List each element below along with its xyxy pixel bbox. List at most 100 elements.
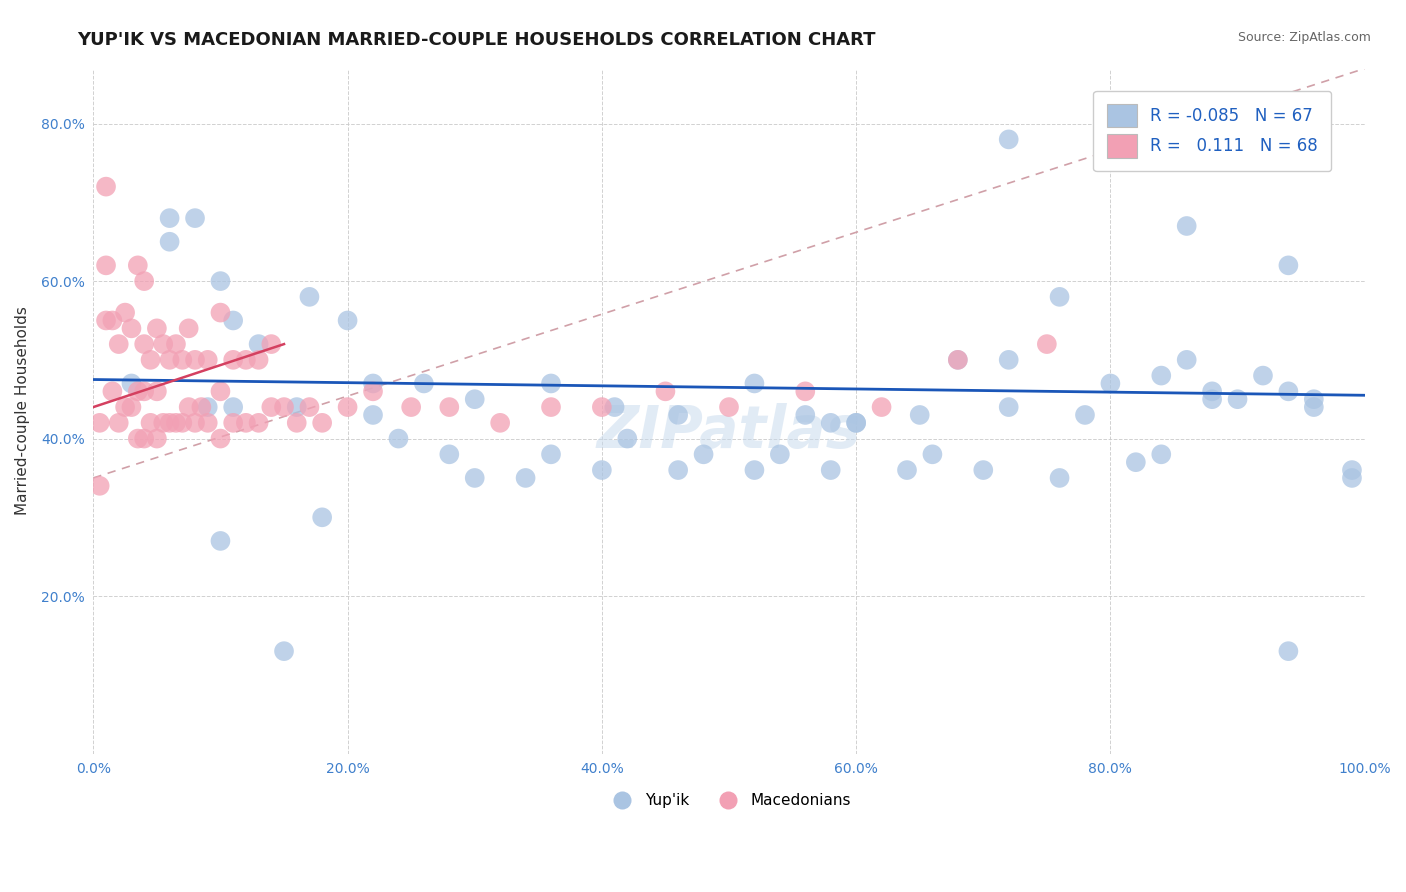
Point <box>222 313 245 327</box>
Point <box>361 408 384 422</box>
Point <box>184 211 207 226</box>
Point <box>717 400 740 414</box>
Point <box>114 400 136 414</box>
Point <box>744 376 766 391</box>
Point <box>134 432 156 446</box>
Point <box>540 447 562 461</box>
Point <box>1049 471 1071 485</box>
Point <box>94 313 117 327</box>
Point <box>159 235 181 249</box>
Point <box>1341 463 1364 477</box>
Point <box>464 471 486 485</box>
Point <box>946 352 969 367</box>
Point <box>222 400 245 414</box>
Point <box>209 533 232 548</box>
Point <box>235 352 257 367</box>
Point <box>298 290 321 304</box>
Point <box>159 416 181 430</box>
Point <box>107 337 129 351</box>
Point <box>197 400 219 414</box>
Point <box>591 400 613 414</box>
Point <box>997 400 1019 414</box>
Point <box>336 400 359 414</box>
Point <box>603 400 626 414</box>
Point <box>1099 376 1122 391</box>
Point <box>820 463 842 477</box>
Point <box>94 179 117 194</box>
Point <box>845 416 868 430</box>
Point <box>654 384 676 399</box>
Point <box>94 258 117 272</box>
Point <box>209 384 232 399</box>
Point <box>260 337 283 351</box>
Point <box>222 416 245 430</box>
Point <box>197 352 219 367</box>
Point <box>209 305 232 319</box>
Text: YUP'IK VS MACEDONIAN MARRIED-COUPLE HOUSEHOLDS CORRELATION CHART: YUP'IK VS MACEDONIAN MARRIED-COUPLE HOUS… <box>77 31 876 49</box>
Point <box>184 416 207 430</box>
Point <box>997 352 1019 367</box>
Point <box>159 352 181 367</box>
Point <box>152 337 174 351</box>
Text: Source: ZipAtlas.com: Source: ZipAtlas.com <box>1237 31 1371 45</box>
Point <box>127 384 149 399</box>
Point <box>1302 400 1324 414</box>
Point <box>1201 392 1223 407</box>
Point <box>247 337 270 351</box>
Point <box>260 400 283 414</box>
Point <box>165 337 187 351</box>
Point <box>209 274 232 288</box>
Point <box>692 447 714 461</box>
Point <box>146 321 169 335</box>
Point <box>120 321 142 335</box>
Point <box>361 376 384 391</box>
Point <box>616 432 638 446</box>
Point <box>515 471 537 485</box>
Point <box>1251 368 1274 383</box>
Point <box>285 400 308 414</box>
Point <box>172 416 194 430</box>
Point <box>540 400 562 414</box>
Point <box>1049 290 1071 304</box>
Point <box>134 337 156 351</box>
Point <box>540 376 562 391</box>
Point <box>1074 408 1097 422</box>
Point <box>184 352 207 367</box>
Point <box>921 447 943 461</box>
Point <box>134 274 156 288</box>
Point <box>972 463 994 477</box>
Point <box>908 408 931 422</box>
Point <box>177 321 200 335</box>
Point <box>591 463 613 477</box>
Point <box>439 400 461 414</box>
Point <box>107 416 129 430</box>
Point <box>134 384 156 399</box>
Legend: Yup'ik, Macedonians: Yup'ik, Macedonians <box>600 787 858 814</box>
Point <box>235 416 257 430</box>
Point <box>769 447 792 461</box>
Point <box>101 384 124 399</box>
Point <box>845 416 868 430</box>
Point <box>146 384 169 399</box>
Point <box>794 408 817 422</box>
Point <box>439 447 461 461</box>
Point <box>412 376 434 391</box>
Point <box>172 352 194 367</box>
Point <box>1036 337 1059 351</box>
Point <box>946 352 969 367</box>
Point <box>247 352 270 367</box>
Point <box>139 352 162 367</box>
Point <box>222 352 245 367</box>
Point <box>159 211 181 226</box>
Point <box>197 416 219 430</box>
Point <box>387 432 409 446</box>
Point <box>285 416 308 430</box>
Point <box>247 416 270 430</box>
Point <box>298 400 321 414</box>
Point <box>896 463 918 477</box>
Point <box>870 400 893 414</box>
Y-axis label: Married-couple Households: Married-couple Households <box>15 307 30 516</box>
Point <box>89 479 111 493</box>
Point <box>190 400 212 414</box>
Point <box>152 416 174 430</box>
